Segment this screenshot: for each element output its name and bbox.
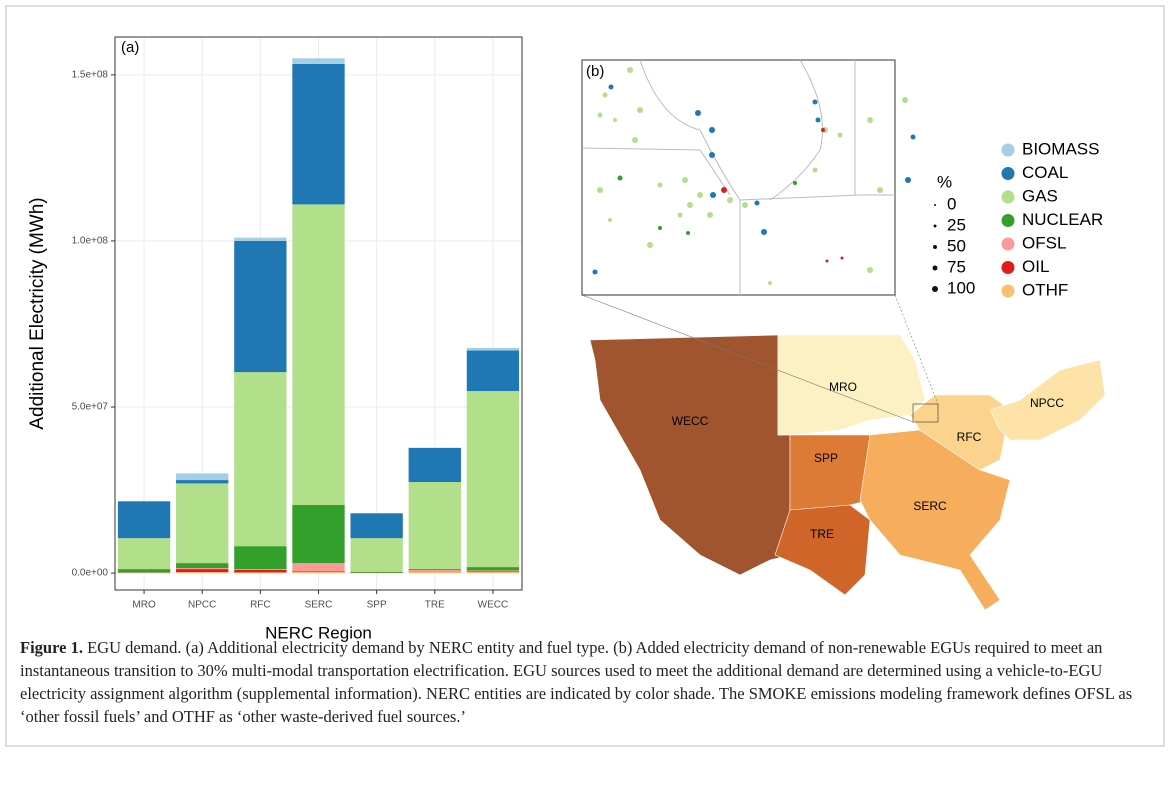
legend-label: BIOMASS — [1022, 139, 1099, 158]
bar-segment — [350, 538, 402, 572]
region-label: NPCC — [1030, 396, 1064, 410]
y-axis-label: Additional Electricity (MWh) — [27, 197, 48, 429]
size-legend-dot — [933, 245, 937, 249]
size-legend-label: 75 — [947, 257, 966, 276]
legend-label: GAS — [1022, 186, 1058, 205]
x-tick-label: MRO — [132, 600, 156, 611]
legend-swatch — [1002, 144, 1015, 157]
inset-label: (b) — [586, 63, 604, 80]
bar-segment — [176, 568, 228, 569]
bar-segment — [234, 372, 286, 546]
region-shape — [775, 505, 870, 595]
bar-segment — [176, 480, 228, 483]
panel-label: (a) — [121, 39, 139, 56]
bar-segment — [234, 238, 286, 241]
legend-label: OIL — [1022, 257, 1049, 276]
legend-label: COAL — [1022, 163, 1068, 182]
bar-segment — [409, 569, 461, 570]
bar-segment — [234, 241, 286, 372]
y-tick-label: 1.5e+08 — [72, 70, 109, 81]
region-label: MRO — [829, 380, 857, 394]
bar-segment — [467, 351, 519, 392]
region-label: WECC — [672, 414, 709, 428]
legend-swatch — [1002, 261, 1015, 274]
legend-label: NUCLEAR — [1022, 210, 1103, 229]
legend-swatch — [1002, 238, 1015, 251]
bar-segment — [176, 572, 228, 573]
map — [582, 295, 1105, 610]
region-shape — [790, 435, 870, 510]
region-label: SERC — [913, 499, 947, 513]
y-tick-label: 5.0e+07 — [72, 402, 109, 413]
caption-text: EGU demand. (a) Additional electricity d… — [20, 638, 1132, 726]
size-legend-dot — [934, 225, 937, 228]
bar-chart: 0.0e+00 5.0e+07 1.0e+08 1.5e+08 MRO NPCC RFC SE… — [27, 37, 522, 642]
legend-swatch — [1002, 191, 1015, 204]
size-legend-title: % — [937, 172, 952, 191]
bar-segment — [234, 546, 286, 569]
region-shape — [590, 335, 790, 575]
bar-segment — [292, 64, 344, 204]
bar-segment — [292, 571, 344, 572]
bar-segment — [176, 563, 228, 568]
bar-segment — [467, 571, 519, 572]
legend: BIOMASS COAL GAS NUCLEAR OFSL OIL OTHF — [1002, 139, 1104, 299]
bar-segment — [292, 572, 344, 573]
bar-segment — [409, 482, 461, 569]
bar-segment — [176, 569, 228, 572]
bar-segment — [350, 572, 402, 573]
region-label: TRE — [810, 527, 834, 541]
bar-segment — [234, 569, 286, 570]
bar-segment — [118, 538, 170, 569]
bar-segment — [350, 513, 402, 538]
bar-segment — [292, 204, 344, 505]
size-legend-dot — [933, 266, 938, 271]
legend-label: OFSL — [1022, 233, 1066, 252]
size-legend-label: 0 — [947, 194, 956, 213]
inset-frame — [582, 60, 895, 295]
caption-label: Figure 1. — [20, 638, 83, 657]
bar-segment — [118, 501, 170, 538]
legend-label: OTHF — [1022, 280, 1068, 299]
size-legend-label: 100 — [947, 278, 975, 297]
bar-segment — [234, 572, 286, 573]
x-tick-label: SPP — [367, 600, 387, 611]
size-legend-label: 25 — [947, 215, 966, 234]
bar-segment — [292, 563, 344, 571]
bar-segment — [467, 570, 519, 571]
bar-segment — [409, 448, 461, 482]
bar-segment — [467, 391, 519, 567]
bar-segment — [409, 570, 461, 572]
caption: Figure 1. EGU demand. (a) Additional ele… — [20, 636, 1145, 728]
bar-segment — [467, 567, 519, 570]
x-tick-label: WECC — [478, 600, 509, 611]
bar-segment — [467, 572, 519, 573]
x-tick-label: SERC — [305, 600, 333, 611]
size-legend-dot — [932, 286, 938, 292]
size-legend-dot — [934, 204, 936, 206]
bar-segment — [409, 572, 461, 573]
inset — [582, 60, 916, 295]
bar-segment — [292, 58, 344, 64]
bar-segment — [176, 483, 228, 563]
legend-swatch — [1002, 214, 1015, 227]
bar-segment — [467, 348, 519, 351]
x-tick-label: RFC — [250, 600, 271, 611]
y-tick-label: 0.0e+00 — [72, 568, 109, 579]
bar-segment — [118, 569, 170, 572]
bar-segment — [176, 473, 228, 480]
region-label: RFC — [957, 430, 982, 444]
legend-swatch — [1002, 285, 1015, 298]
x-tick-label: NPCC — [188, 600, 216, 611]
x-tick-label: TRE — [425, 600, 445, 611]
legend-swatch — [1002, 167, 1015, 180]
bar-segment — [292, 505, 344, 563]
y-tick-label: 1.0e+08 — [72, 236, 109, 247]
region-label: SPP — [814, 451, 838, 465]
size-legend-label: 50 — [947, 236, 966, 255]
bar-segment — [234, 570, 286, 573]
